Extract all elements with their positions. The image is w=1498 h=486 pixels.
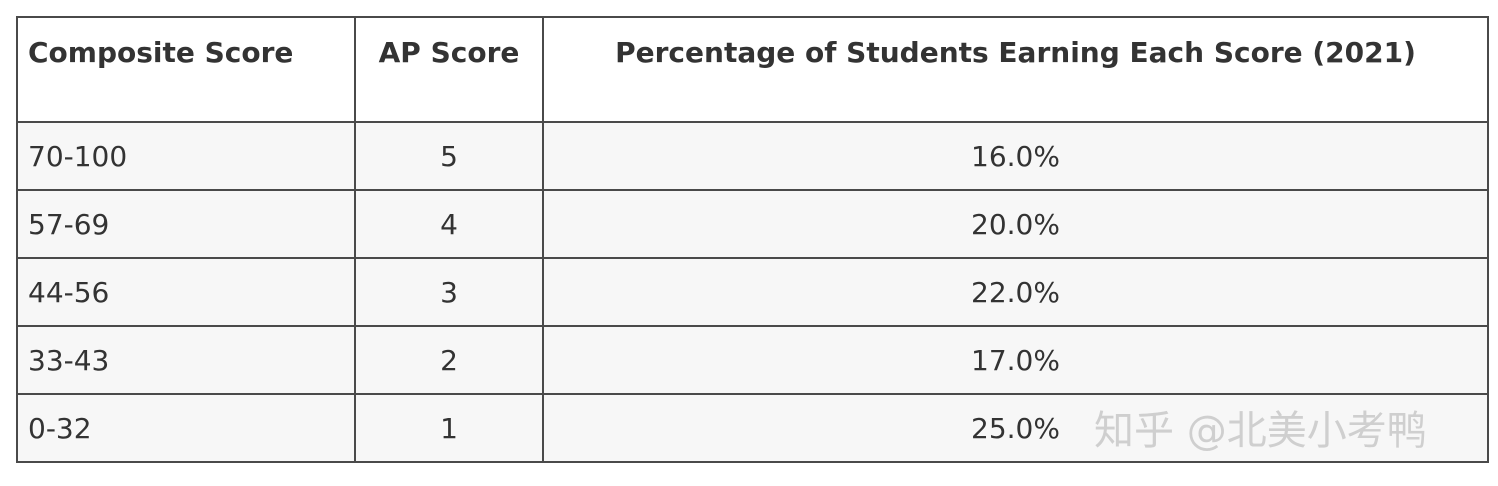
table-cell: 25.0% [542,393,1489,463]
table-cell: 16.0% [542,121,1489,191]
header-cell: Percentage of Students Earning Each Scor… [542,16,1489,123]
score-table: Composite Score AP Score Percentage of Stu… [16,16,1489,463]
table-cell: 44-56 [16,257,356,327]
table-row: 57-69 4 20.0% [16,189,1489,259]
table-row: 70-100 5 16.0% [16,121,1489,191]
table-cell: 4 [354,189,544,259]
table-row: 0-32 1 25.0% [16,393,1489,463]
table-cell: 33-43 [16,325,356,395]
header-cell: Composite Score [16,16,356,123]
table-header: Composite Score AP Score Percentage of Stu… [16,16,1489,123]
table-cell: 1 [354,393,544,463]
table-cell: 20.0% [542,189,1489,259]
header-row: Composite Score AP Score Percentage of Stu… [16,16,1489,123]
table-row: 44-56 3 22.0% [16,257,1489,327]
table-row: 33-43 2 17.0% [16,325,1489,395]
table-cell: 57-69 [16,189,356,259]
watermark: 知乎 @北美小考鸭 [1094,408,1427,454]
header-cell: AP Score [354,16,544,123]
table-cell: 22.0% [542,257,1489,327]
table-cell: 5 [354,121,544,191]
table-cell: 0-32 [16,393,356,463]
table-cell: 2 [354,325,544,395]
table-body: 70-100 5 16.0% 57-69 4 20.0% 44-56 3 22.0% 33-43 2… [16,121,1489,463]
table-cell: 17.0% [542,325,1489,395]
table-cell: 3 [354,257,544,327]
table-cell: 70-100 [16,121,356,191]
